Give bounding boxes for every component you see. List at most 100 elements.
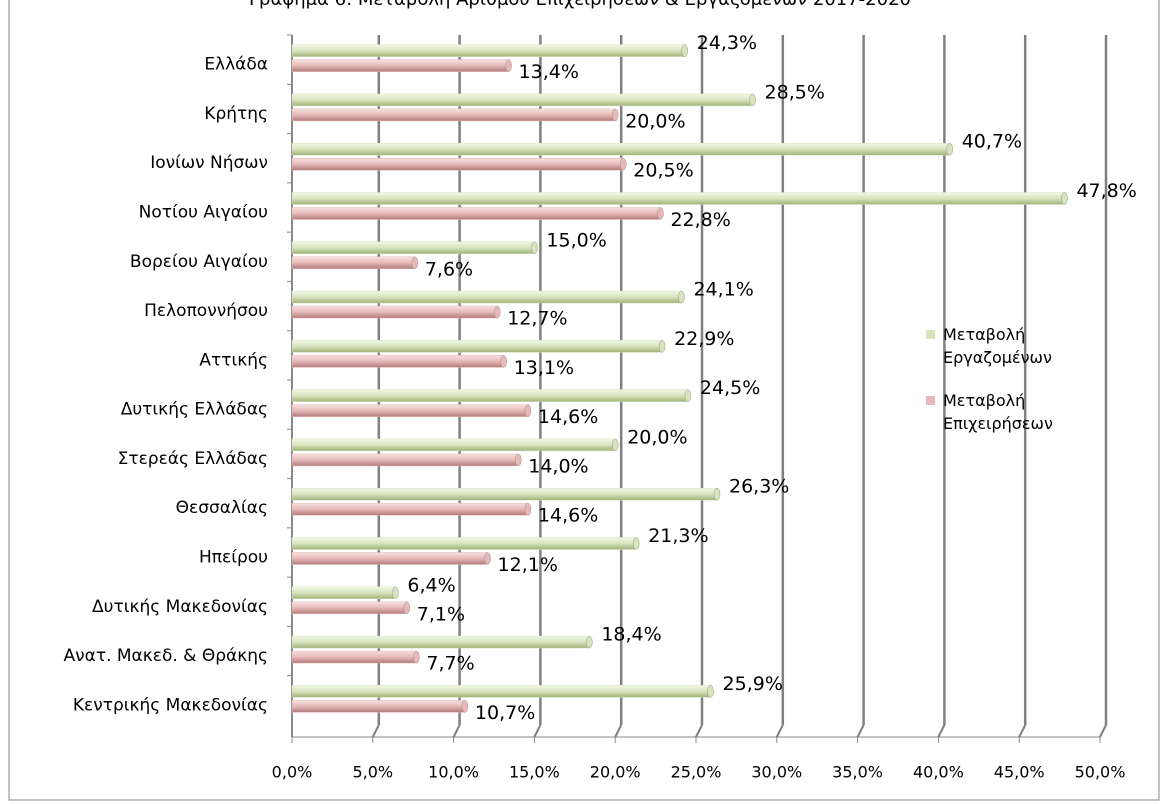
bar-cap <box>678 290 685 304</box>
data-label: 26,3% <box>729 476 789 498</box>
data-label: 6,4% <box>407 574 455 596</box>
bar-cap <box>749 93 756 107</box>
grid-line-floor <box>1018 724 1027 738</box>
data-label: 10,7% <box>475 702 535 724</box>
bar-cap <box>620 157 627 171</box>
bar <box>291 355 504 368</box>
data-label: 28,5% <box>765 81 825 103</box>
bar <box>291 537 637 550</box>
x-tick-label: 40,0% <box>913 763 964 782</box>
y-tick-label: Κεντρικής Μακεδονίας <box>73 695 268 715</box>
x-tick-label: 5,0% <box>352 763 393 782</box>
bar <box>291 685 711 698</box>
data-label: 13,4% <box>519 61 579 83</box>
y-tick-label: Ιονίων Νήσων <box>150 153 268 173</box>
bar <box>291 59 509 72</box>
bar <box>291 44 685 57</box>
data-label: 14,6% <box>538 406 598 428</box>
bar <box>291 157 624 171</box>
bar <box>291 404 529 417</box>
data-label: 14,0% <box>528 455 588 477</box>
grid-line-floor <box>856 724 865 738</box>
bar-cap <box>484 552 491 565</box>
bar <box>291 207 661 220</box>
legend-label: Μεταβολή Επιχειρήσεων <box>943 391 1053 433</box>
bar-cap <box>413 650 420 664</box>
bar <box>291 487 718 501</box>
bar-cap <box>403 601 410 615</box>
data-label: 12,7% <box>507 308 567 330</box>
y-tick-label: Κρήτης <box>204 104 268 124</box>
data-label: 24,5% <box>700 377 760 399</box>
data-label: 18,4% <box>601 624 661 646</box>
y-tick-label: Θεσσαλίας <box>176 498 268 518</box>
data-label: 47,8% <box>1076 180 1136 202</box>
x-tick-label: 0,0% <box>272 763 313 782</box>
bar <box>291 453 519 467</box>
data-label: 7,7% <box>426 653 474 675</box>
bar-cap <box>681 44 688 57</box>
bar <box>291 650 417 664</box>
bar <box>291 305 498 319</box>
grid-line-floor <box>937 724 946 738</box>
y-tick-label: Στερεάς Ελλάδας <box>118 449 268 469</box>
x-tick-label: 10,0% <box>428 763 479 782</box>
bar-cap <box>493 305 501 319</box>
data-label: 13,1% <box>514 357 574 379</box>
y-tick-label: Ελλάδα <box>204 55 268 75</box>
data-label: 24,1% <box>693 279 753 301</box>
bar <box>291 241 535 255</box>
data-label: 21,3% <box>648 525 708 547</box>
legend-label: Μεταβολή Εργαζομένων <box>943 325 1052 367</box>
bar-cap <box>611 108 619 122</box>
data-label: 7,6% <box>425 258 473 280</box>
bar-cap <box>657 207 664 220</box>
grid-line-floor <box>775 724 784 738</box>
bar <box>291 635 590 649</box>
bar-cap <box>632 537 640 550</box>
bar <box>291 340 663 353</box>
bar <box>291 601 407 615</box>
y-tick-label: Ανατ. Μακεδ. & Θράκης <box>64 646 268 666</box>
bar-cap <box>524 502 532 516</box>
bar-cap <box>524 404 532 417</box>
bar-cap <box>946 142 953 156</box>
legend-swatch <box>926 396 935 405</box>
bar-cap <box>684 389 692 402</box>
data-label: 22,8% <box>670 209 730 231</box>
x-tick-label: 35,0% <box>832 763 883 782</box>
bar <box>291 502 529 516</box>
bar <box>291 438 616 452</box>
bar <box>291 108 616 122</box>
y-tick-label: Βορείου Αιγαίου <box>130 252 268 272</box>
x-tick-label: 25,0% <box>671 763 722 782</box>
data-label: 24,3% <box>697 32 757 54</box>
data-label: 15,0% <box>546 229 606 251</box>
x-tick-label: 45,0% <box>994 763 1045 782</box>
bar <box>291 586 396 600</box>
bar-cap <box>611 438 619 452</box>
data-label: 20,0% <box>625 110 685 132</box>
bar-cap <box>514 453 522 467</box>
data-label: 25,9% <box>723 673 783 695</box>
data-label: 22,9% <box>674 328 734 350</box>
bar-cap <box>505 59 512 72</box>
bar <box>291 389 689 402</box>
bar-cap <box>461 700 469 713</box>
data-label: 7,1% <box>417 603 465 625</box>
data-label: 20,0% <box>627 426 687 448</box>
y-tick-label: Νοτίου Αιγαίου <box>139 203 268 223</box>
grid-line-floor <box>452 724 461 738</box>
chart-title: Γράφημα 6: Μεταβολή Αριθμού Επιχειρήσεων… <box>249 0 911 10</box>
data-label: 14,6% <box>538 505 598 527</box>
grid-line-floor <box>614 724 623 738</box>
x-tick-label: 50,0% <box>1075 763 1126 782</box>
x-tick-label: 15,0% <box>509 763 560 782</box>
data-label: 12,1% <box>498 554 558 576</box>
bar <box>291 700 466 713</box>
bar <box>291 93 753 107</box>
bar-cap <box>411 256 419 270</box>
bar-cap <box>713 487 721 501</box>
